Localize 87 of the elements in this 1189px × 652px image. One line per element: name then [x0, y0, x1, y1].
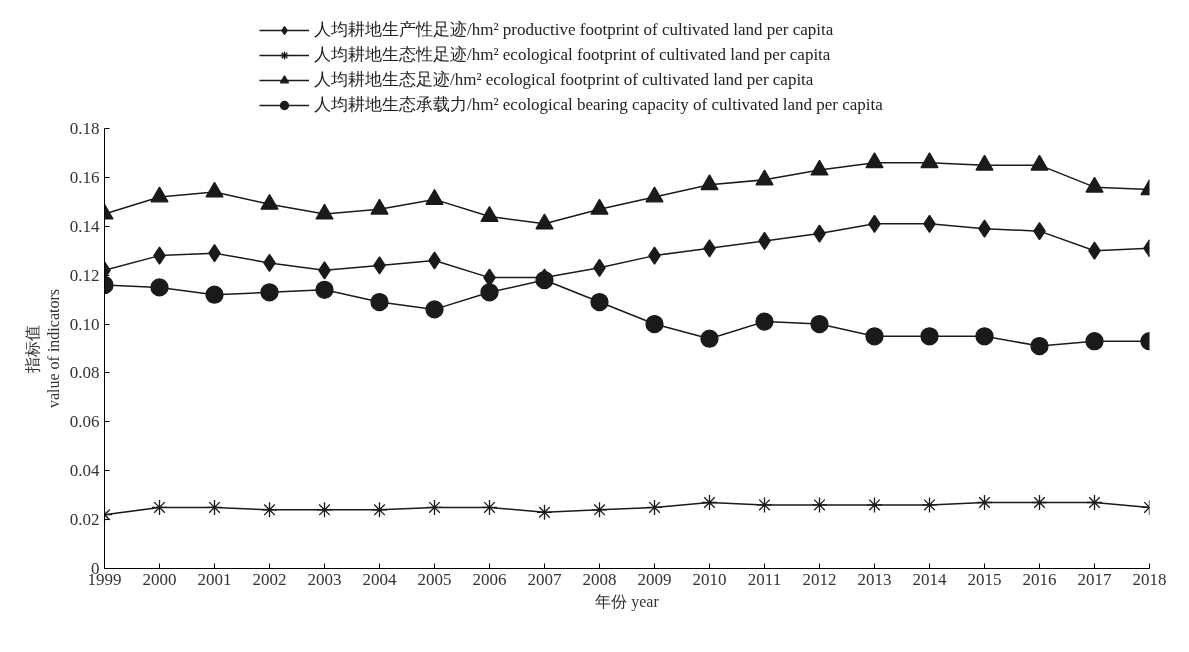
x-tick-label: 2013	[857, 569, 892, 589]
x-axis-title: 年份 year	[595, 592, 660, 611]
x-tick-label: 2010	[692, 569, 727, 589]
point	[425, 188, 444, 205]
point	[755, 312, 774, 331]
x-tick-label: 2001	[197, 569, 232, 589]
y-axis-title: 指标值 value of indicators	[24, 288, 62, 409]
point	[315, 203, 334, 220]
legend-label: 人均耕地生态足迹/hm² ecological footprint of cultivated land per capita	[314, 69, 814, 91]
point	[1030, 154, 1049, 171]
x-tick-label: 2018	[1132, 569, 1167, 589]
point	[756, 496, 773, 514]
point	[645, 314, 664, 334]
point	[315, 280, 334, 299]
point	[590, 292, 609, 312]
point	[646, 499, 663, 516]
point	[810, 159, 829, 176]
point	[261, 501, 278, 518]
x-tick-label: 2014	[912, 569, 947, 589]
point	[1086, 494, 1103, 511]
x-tick-label: 2012	[802, 569, 837, 589]
point	[590, 198, 609, 215]
point	[536, 504, 553, 521]
point	[150, 278, 169, 297]
x-tick-label: 2007	[527, 569, 562, 589]
legend-label: 人均耕地生态承载力/hm² ecological bearing capacity of cultivated land per capita	[314, 94, 883, 116]
y-tick-label: 0.18	[69, 119, 100, 138]
point	[426, 499, 443, 516]
point	[370, 198, 389, 215]
point	[316, 501, 333, 518]
point	[371, 501, 388, 518]
point	[481, 499, 498, 516]
point	[425, 300, 444, 319]
y-tick-label: 0.04	[69, 461, 100, 481]
y-tick-label: 0.10	[69, 314, 100, 334]
point	[591, 501, 608, 518]
point	[370, 292, 389, 312]
point	[865, 152, 884, 169]
point	[1085, 176, 1104, 193]
point	[206, 499, 223, 516]
x-tick-label: 2009	[637, 569, 672, 589]
point	[480, 206, 499, 223]
point	[866, 496, 883, 514]
point	[755, 169, 774, 186]
x-tick-label: 2016	[1022, 569, 1057, 589]
x-tick-label: 2002	[252, 569, 287, 589]
y-tick-label: 0.06	[69, 412, 100, 432]
y-tick-label: 0.16	[69, 167, 100, 187]
point	[976, 494, 993, 511]
point	[150, 186, 169, 203]
point	[920, 152, 939, 169]
x-tick-label: 2004	[362, 569, 397, 589]
x-tick-label: 2011	[747, 569, 782, 589]
x-tick-label: 2017	[1077, 569, 1112, 589]
point	[975, 327, 994, 346]
point	[260, 283, 279, 302]
x-tick-label: 2015	[967, 569, 1002, 589]
point	[260, 193, 279, 210]
point	[645, 186, 664, 203]
point	[535, 213, 554, 230]
y-tick-label: 0.08	[69, 363, 100, 383]
point	[205, 285, 224, 304]
x-tick-label: 2005	[417, 569, 452, 589]
x-tick-label: 2000	[142, 569, 177, 589]
y-tick-label: 0.02	[69, 510, 100, 530]
point	[810, 314, 829, 334]
x-tick-label: 2006	[472, 569, 507, 589]
point	[811, 496, 828, 514]
point	[975, 154, 994, 171]
point	[700, 329, 719, 348]
legend-label: 人均耕地生态性足迹/hm² ecological footprint of cultivated land per capita	[314, 44, 831, 66]
point	[701, 494, 718, 511]
point	[700, 174, 719, 191]
point	[1085, 332, 1104, 351]
point	[480, 283, 499, 302]
point	[151, 499, 168, 516]
y-tick-label: 0.12	[69, 265, 100, 285]
point	[921, 496, 938, 514]
point	[1031, 494, 1048, 511]
x-tick-label: 2008	[582, 569, 617, 589]
y-tick-label: 0.14	[69, 216, 100, 236]
point	[865, 327, 884, 346]
legend-label: 人均耕地生产性足迹/hm² productive footprint of cultivated land per capita	[314, 19, 834, 41]
point	[205, 181, 224, 198]
point	[1030, 336, 1049, 356]
x-tick-label: 2003	[307, 569, 342, 589]
point	[920, 327, 939, 346]
